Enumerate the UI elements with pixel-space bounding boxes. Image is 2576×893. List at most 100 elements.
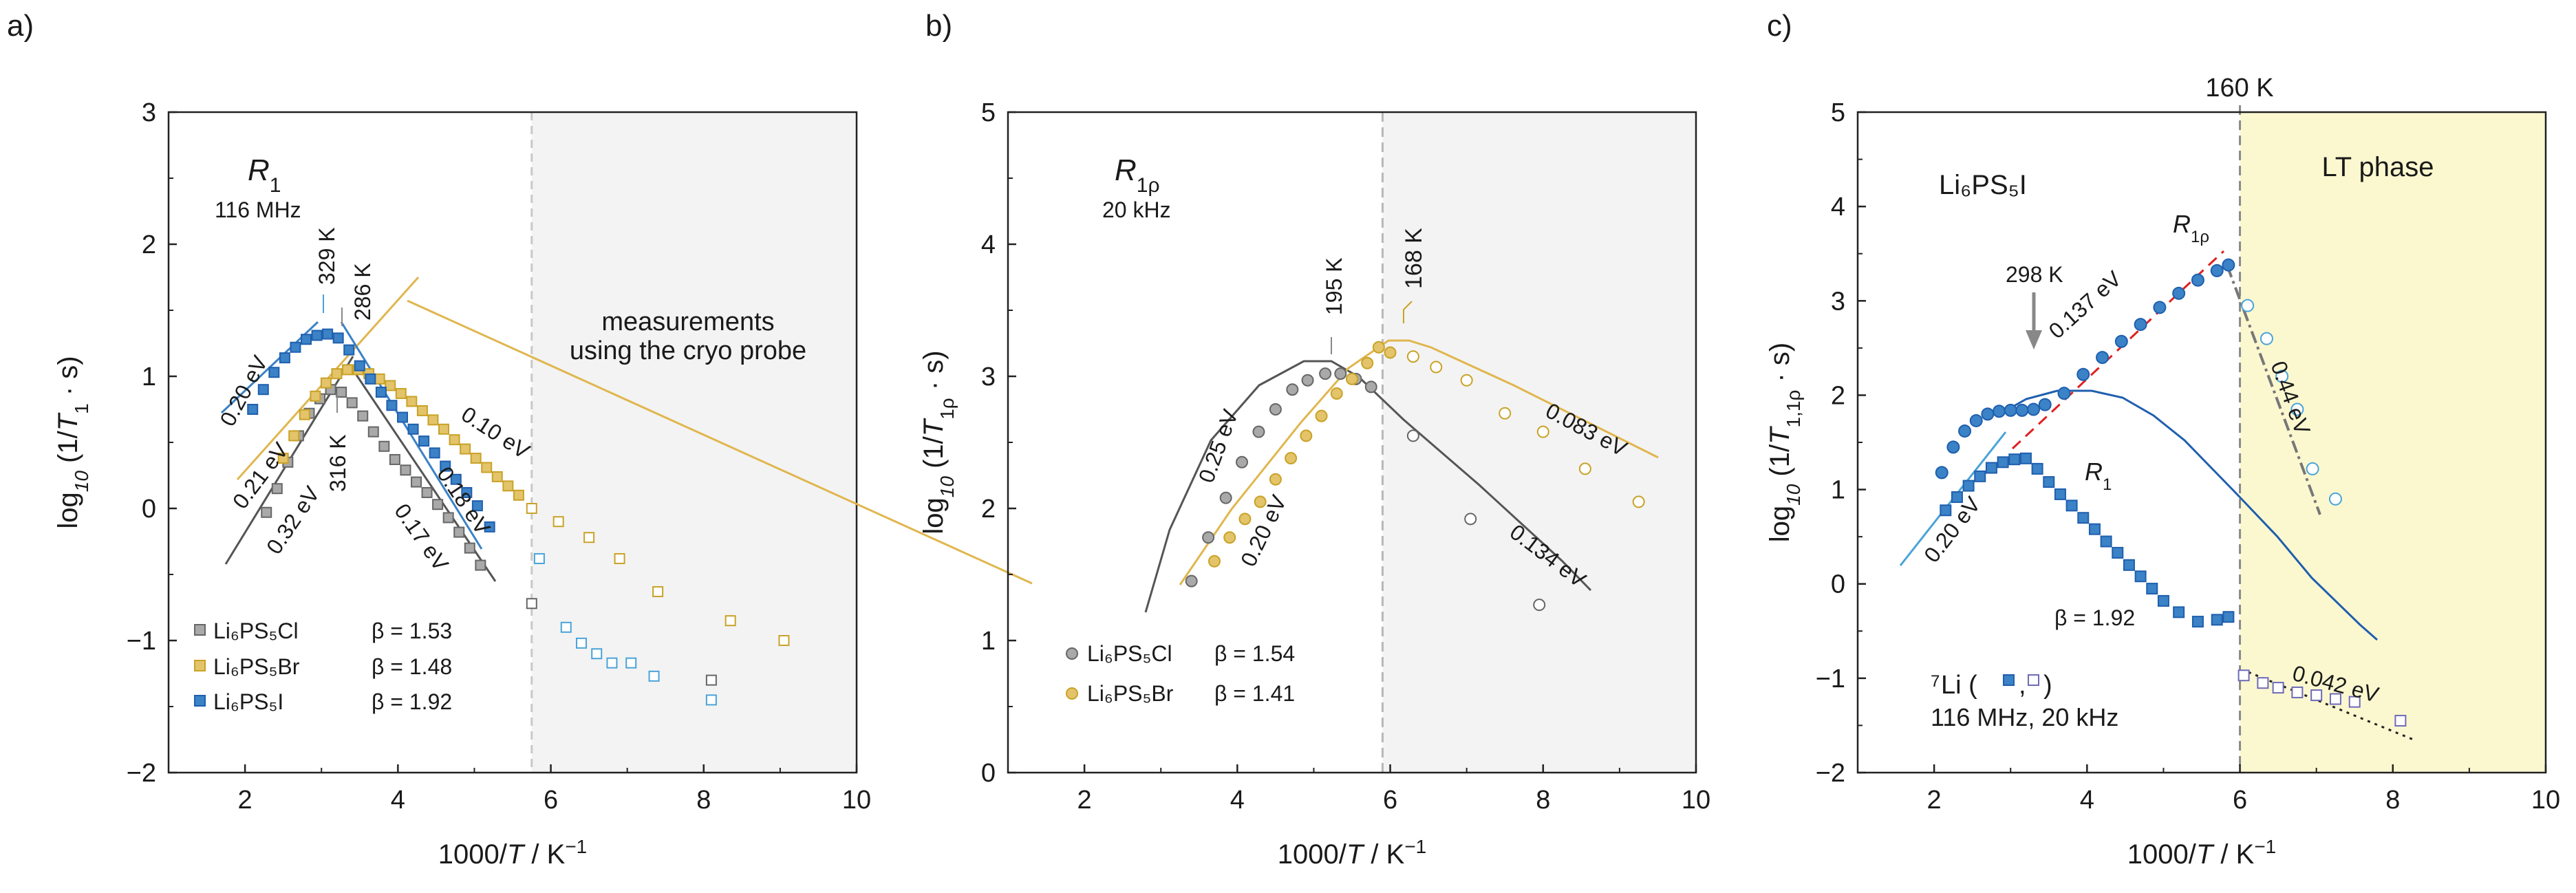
y-tick-label: 4: [981, 230, 996, 259]
legend-label-cl: Li₆PS₅Cl: [213, 618, 299, 643]
data-point-li6ps5cl: [1364, 380, 1377, 394]
data-point-li6ps5br: [1384, 346, 1397, 359]
annotation-c-beta: β = 1.92: [2054, 605, 2135, 630]
annotation-298k: 298 K: [2006, 262, 2063, 287]
data-point-li6ps5cl: [1185, 574, 1198, 588]
data-point-r1: [2031, 462, 2043, 475]
data-point-li6ps5i: [268, 367, 280, 378]
data-point-li6ps5br: [460, 443, 471, 455]
y-tick-label: −1: [127, 627, 156, 656]
arrow-298k-head: [2026, 330, 2042, 349]
data-point-li6ps5i-cryo-probe: [606, 657, 618, 669]
panel-a-title: R1: [248, 153, 281, 197]
data-point-r1: [2257, 677, 2269, 689]
data-point-r1: [1997, 456, 2009, 469]
y-tick-label: 4: [1831, 193, 1845, 222]
data-point-r1rho: [2275, 369, 2289, 383]
panel-c-x-axis-label: 1000/T / K−1: [2127, 836, 2277, 870]
data-point-r1: [2157, 594, 2169, 607]
annotation-195k: 195 K: [1322, 257, 1346, 315]
data-point-li6ps5i-cryo-probe: [560, 621, 572, 633]
data-point-r1: [2329, 693, 2341, 705]
data-point-r1: [2146, 583, 2158, 595]
y-tick-label: 5: [1831, 98, 1845, 127]
data-point-li6ps5i: [471, 500, 483, 512]
data-point-li6ps5cl: [1533, 599, 1546, 612]
data-point-r1: [2019, 452, 2032, 464]
panel-a-y-axis-label: log10 (1/T1 · s): [53, 356, 92, 528]
panel-a-y-ticks: −2 −1 0 1 2 3: [127, 98, 177, 788]
data-point-r1rho: [2027, 402, 2041, 416]
data-point-li6ps5cl: [336, 387, 347, 398]
data-point-li6ps5cl: [411, 476, 422, 488]
data-point-li6ps5br: [1536, 425, 1549, 438]
data-point-li6ps5cl: [1334, 367, 1347, 380]
data-point-li6ps5cl: [389, 453, 400, 465]
data-point-r1rho: [2306, 462, 2319, 475]
y-tick-label: 3: [981, 363, 996, 391]
data-point-li6ps5br: [583, 532, 595, 544]
y-tick-label: 3: [142, 98, 156, 127]
legend-label-br: Li₆PS₅Br: [213, 654, 300, 679]
x-tick-label: 8: [696, 786, 711, 815]
data-point-r1rho: [2328, 492, 2342, 506]
data-point-li6ps5cl: [1236, 455, 1248, 469]
fit-curve-r1: [2005, 389, 2378, 641]
data-point-li6ps5cl: [1202, 531, 1215, 544]
data-point-r1rho: [2153, 301, 2167, 314]
data-point-r1: [2222, 611, 2235, 623]
x-tick-label: 10: [842, 786, 871, 815]
data-point-li6ps5br: [427, 414, 439, 426]
legend-frequencies: 116 MHz, 20 kHz: [1931, 703, 2118, 731]
fit-curve-cl: [1144, 360, 1592, 613]
data-point-li6ps5i: [375, 387, 387, 398]
y-tick-label: 1: [142, 363, 156, 391]
data-point-li6ps5br: [552, 516, 564, 528]
data-point-li6ps5br: [299, 409, 310, 420]
data-point-li6ps5br: [1254, 495, 1267, 508]
panel-c-legend: 7 Li ( , ) 116 MHz, 20 kHz: [1931, 671, 2118, 731]
panel-c-data: [1935, 258, 2407, 727]
annotation-286k: 286 K: [350, 263, 375, 321]
panel-a-subtitle: 116 MHz: [215, 197, 301, 222]
data-point-r1: [2310, 689, 2323, 702]
data-point-r1: [2008, 453, 2021, 466]
annotation-a-021ev: 0.21 eV: [228, 438, 294, 513]
x-tick-label: 10: [1682, 786, 1710, 815]
legend-close-paren: ): [2043, 671, 2052, 700]
nucleus-mass-number: 7: [1931, 672, 1940, 691]
data-point-li6ps5i: [247, 404, 259, 415]
x-tick-label: 4: [1230, 786, 1245, 815]
panel-c-y-ticks: −2 −1 0 1 2 3 4 5: [1816, 98, 1866, 788]
data-point-r1rho: [1935, 466, 1949, 480]
data-point-li6ps5br: [1238, 513, 1252, 526]
data-point-r1rho: [1993, 405, 2006, 418]
legend-marker-filled: [2003, 674, 2015, 686]
data-point-r1: [1951, 491, 1963, 504]
data-point-li6ps5cl: [1252, 425, 1265, 438]
panel-a-x-ticks: 2 4 6 8 10: [168, 764, 871, 815]
panel-b-subtitle: 20 kHz: [1102, 197, 1171, 222]
data-point-li6ps5br: [1361, 356, 1374, 369]
data-point-r1rho: [2191, 273, 2204, 287]
legend-marker-br: [1066, 687, 1078, 700]
panel-c-x-ticks: 2 4 6 8 10: [1857, 764, 2560, 815]
legend-comma: ,: [2019, 671, 2026, 700]
data-point-r1rho: [2114, 334, 2128, 348]
panel-c-transition-label: 160 K: [2205, 74, 2273, 103]
y-tick-label: −1: [1816, 665, 1845, 693]
x-tick-label: 2: [1077, 786, 1092, 815]
panel-b-title: R1ρ: [1115, 153, 1160, 197]
data-point-li6ps5i: [354, 360, 365, 372]
data-point-li6ps5cl: [261, 506, 272, 518]
x-tick-label: 2: [238, 786, 253, 815]
data-point-li6ps5cl: [1269, 403, 1282, 416]
data-point-li6ps5br: [320, 377, 332, 389]
data-point-li6ps5br: [526, 503, 537, 514]
data-point-r1: [1985, 462, 1997, 474]
data-point-li6ps5cl: [453, 526, 465, 538]
data-point-r1: [2100, 535, 2112, 548]
panel-b-legend: Li₆PS₅Cl β = 1.54 Li₆PS₅Br β = 1.41: [1066, 641, 1295, 706]
panel-b-y-axis-label: log10 (1/T1ρ · s): [919, 350, 958, 534]
